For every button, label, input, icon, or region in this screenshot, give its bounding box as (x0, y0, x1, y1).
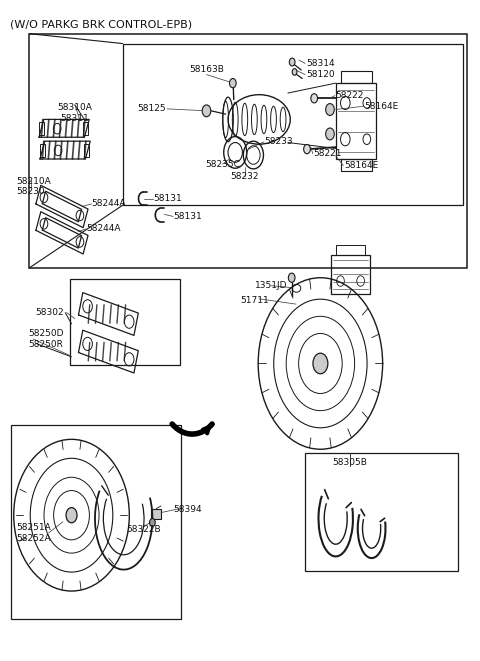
Circle shape (202, 105, 211, 117)
Circle shape (304, 145, 311, 154)
Bar (152, 508, 161, 519)
Bar (29, 34, 468, 268)
Circle shape (288, 273, 295, 282)
Bar (336, 83, 376, 159)
Circle shape (150, 518, 156, 526)
Circle shape (311, 94, 318, 103)
Text: 58305B: 58305B (333, 458, 368, 467)
Text: 58164E: 58164E (344, 161, 379, 170)
Bar (70, 279, 180, 365)
Text: 58310A
58311: 58310A 58311 (58, 103, 92, 122)
Circle shape (289, 58, 295, 66)
Text: 58163B: 58163B (189, 65, 224, 75)
Bar (40, 144, 45, 157)
Text: 58244A: 58244A (92, 200, 126, 208)
Text: 58322B: 58322B (126, 525, 161, 534)
Circle shape (229, 79, 236, 88)
Bar (336, 245, 365, 254)
Text: 58120: 58120 (306, 70, 335, 79)
Text: 58302: 58302 (36, 308, 64, 317)
Text: 58233: 58233 (264, 137, 292, 146)
Bar (340, 159, 372, 171)
Text: 58244A: 58244A (86, 225, 120, 233)
Text: 58125: 58125 (137, 104, 166, 114)
Text: (W/O PARKG BRK CONTROL-EPB): (W/O PARKG BRK CONTROL-EPB) (10, 19, 192, 29)
Text: 58235C: 58235C (205, 160, 240, 169)
Circle shape (292, 69, 297, 75)
Text: 58131: 58131 (173, 212, 202, 221)
Ellipse shape (66, 508, 77, 523)
Text: 58164E: 58164E (364, 102, 399, 111)
Text: 58210A
58230: 58210A 58230 (16, 177, 51, 196)
Text: 1351JD: 1351JD (255, 281, 288, 290)
Bar (39, 122, 44, 136)
Bar (305, 453, 458, 571)
Bar (84, 144, 89, 157)
Bar (340, 71, 372, 83)
Text: 58251A
58252A: 58251A 58252A (16, 524, 50, 543)
Text: 58232: 58232 (230, 172, 259, 180)
Text: 58250D
58250R: 58250D 58250R (28, 329, 64, 349)
Text: 58314: 58314 (306, 59, 335, 68)
Bar (331, 254, 370, 294)
Circle shape (313, 353, 328, 373)
Text: 58394: 58394 (173, 506, 202, 514)
Bar (123, 44, 463, 205)
Circle shape (325, 128, 334, 140)
Text: 51711: 51711 (240, 296, 269, 305)
Text: 58131: 58131 (153, 194, 181, 203)
Circle shape (325, 104, 334, 116)
Text: 58222: 58222 (336, 91, 364, 100)
Text: 58221: 58221 (314, 149, 342, 158)
Bar (11, 425, 181, 619)
Bar (84, 122, 88, 136)
